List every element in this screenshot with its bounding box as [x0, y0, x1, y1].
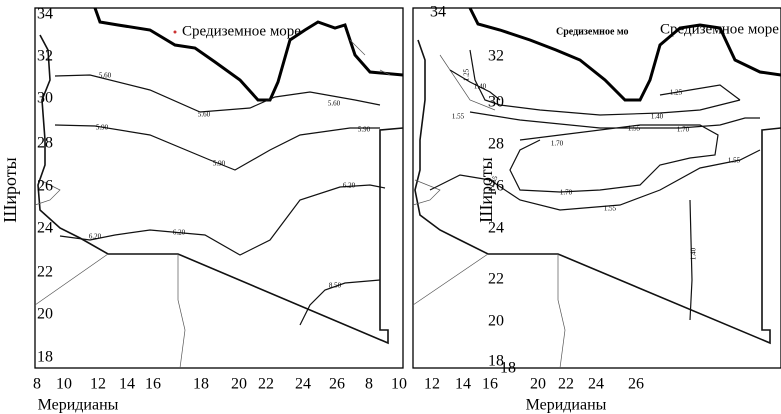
- contour-label: 1.40: [651, 113, 664, 121]
- x-tick-label: 22: [258, 376, 274, 393]
- left-map: [34, 7, 404, 369]
- contour-label: 1.55: [604, 205, 617, 213]
- x-tick-label: 14: [119, 376, 135, 393]
- contour-label: 1.25: [463, 68, 471, 81]
- coastline: [93, 7, 404, 102]
- y-tick-label: 26: [488, 178, 504, 195]
- sea-label: Средиземное море: [660, 21, 779, 37]
- y-tick-label: 34: [37, 6, 53, 23]
- x-tick-label: 20: [530, 376, 546, 393]
- thin-boundary: [34, 39, 391, 369]
- y-axis-label: Широты: [476, 157, 496, 223]
- contour-label: 1.55: [452, 113, 465, 121]
- thin-boundary: [412, 54, 566, 369]
- y-tick-label: 24: [37, 220, 53, 237]
- border: [37, 34, 404, 345]
- x-axis-label: Меридианы: [526, 397, 607, 414]
- contour-label: 1.55: [628, 125, 641, 133]
- y-tick-label: 32: [37, 48, 53, 65]
- coastline: [468, 7, 781, 102]
- sea-label: Средиземное мо: [556, 26, 629, 37]
- y-tick-label: 30: [37, 90, 53, 107]
- y-tick-label: 22: [488, 271, 504, 288]
- marker: [173, 30, 177, 34]
- y-tick-label: 24: [488, 220, 504, 237]
- y-tick-label: 28: [488, 136, 504, 153]
- frame: [34, 7, 404, 369]
- y-tick-label: 20: [37, 306, 53, 323]
- y-tick-label: 34: [430, 4, 446, 21]
- x-axis-label: Меридианы: [38, 397, 119, 414]
- isoline: [54, 74, 386, 326]
- contour-label: 1.40: [474, 83, 487, 91]
- x-tick-label: 8: [33, 376, 41, 393]
- y-tick-label: 22: [37, 264, 53, 281]
- x-tick-label: 18: [193, 376, 209, 393]
- y-axis-label: Широты: [0, 157, 20, 223]
- contour-label: 5.60: [99, 72, 112, 80]
- x-tick-label: 22: [558, 376, 574, 393]
- x-tick-label: 26: [628, 376, 644, 393]
- x-tick-label: 26: [329, 376, 345, 393]
- sea-label: Средиземное море: [182, 23, 301, 39]
- contour-label: 5.60: [198, 111, 211, 119]
- x-tick-label: 18: [500, 360, 516, 377]
- x-tick-label: 14: [455, 376, 471, 393]
- y-tick-label: 28: [37, 135, 53, 152]
- x-tick-label: 16: [145, 376, 161, 393]
- y-tick-label: 26: [37, 178, 53, 195]
- y-tick-label: 30: [488, 94, 504, 111]
- x-tick-label: 10: [56, 376, 72, 393]
- y-tick-label: 20: [488, 313, 504, 330]
- y-tick-label: 18: [488, 353, 504, 370]
- border: [414, 39, 781, 345]
- contour-label: 6.20: [89, 233, 102, 241]
- contour-label: 1.55: [488, 174, 500, 189]
- frame: [412, 7, 781, 369]
- contour-label: 1.40: [690, 247, 698, 260]
- x-tick-label: 24: [295, 376, 311, 393]
- y-tick-label: 18: [37, 349, 53, 366]
- x-tick-label: 20: [231, 376, 247, 393]
- contour-label: 6.20: [343, 182, 356, 190]
- contour-label: 1.55: [728, 157, 741, 165]
- contour-label: 1.70: [560, 189, 573, 197]
- x-tick-label: 12: [90, 376, 106, 393]
- contour-label: 1.70: [677, 126, 690, 134]
- contour-label: 5.60: [328, 100, 341, 108]
- x-tick-label: 8: [365, 376, 373, 393]
- x-tick-label: 24: [588, 376, 604, 393]
- contour-label: 6.20: [173, 229, 186, 237]
- x-tick-label: 10: [391, 376, 407, 393]
- x-tick-label: 12: [424, 376, 440, 393]
- isoline: [429, 49, 761, 321]
- contour-label: 5.90: [96, 124, 109, 132]
- contour-label: 1.70: [551, 140, 564, 148]
- contour-label: 5.90: [213, 160, 226, 168]
- contour-label: 1.25: [670, 89, 683, 97]
- contour-label: 8.50: [329, 282, 342, 290]
- contour-label: 5.90: [358, 126, 371, 134]
- right-map: [412, 7, 781, 369]
- y-tick-label: 32: [488, 48, 504, 65]
- x-tick-label: 16: [482, 376, 498, 393]
